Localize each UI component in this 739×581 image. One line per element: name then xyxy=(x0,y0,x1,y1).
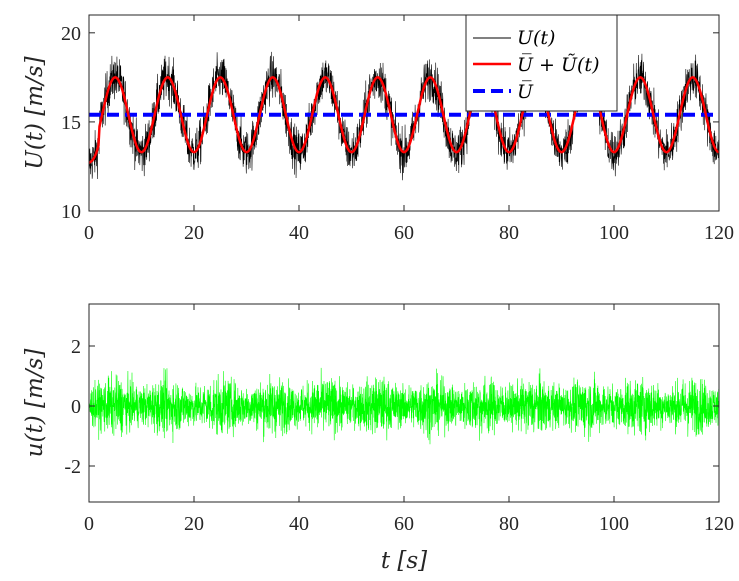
x-tick-label: 120 xyxy=(704,513,734,535)
x-tick-label: 80 xyxy=(499,222,519,244)
legend-label-mean: U̅ xyxy=(517,81,534,103)
x-tick-label: 0 xyxy=(84,222,94,244)
x-tick-label: 20 xyxy=(184,513,204,535)
legend-label-u: U(t) xyxy=(517,27,555,49)
y-tick-label: 10 xyxy=(61,201,81,223)
y-tick-label: 0 xyxy=(71,396,81,418)
series-fluctuation-line xyxy=(89,367,719,445)
top-y-axis-label: U(t) [m/s] xyxy=(22,56,48,169)
bottom-y-axis-label: u(t) [m/s] xyxy=(22,349,48,458)
series-mean-plus-periodic-line xyxy=(89,76,719,164)
legend: U(t) U̅ + Ũ(t) U̅ xyxy=(465,14,618,112)
bottom-plot-lines xyxy=(89,367,719,445)
bottom-x-ticks: 0 20 40 60 80 100 120 xyxy=(84,304,734,535)
legend-label-mean-plus-periodic: U̅ + Ũ(t) xyxy=(517,53,600,76)
x-tick-label: 100 xyxy=(599,222,629,244)
top-y-ticks: 10 15 20 xyxy=(61,23,719,223)
bottom-y-ticks: -2 0 2 xyxy=(64,336,719,478)
series-u-line xyxy=(89,46,719,181)
bottom-x-axis-label: t [s] xyxy=(381,548,427,574)
top-plot-lines xyxy=(89,46,719,181)
y-tick-label: -2 xyxy=(64,456,81,478)
x-tick-label: 20 xyxy=(184,222,204,244)
x-tick-label: 0 xyxy=(84,513,94,535)
x-tick-label: 60 xyxy=(394,513,414,535)
x-tick-label: 60 xyxy=(394,222,414,244)
y-tick-label: 2 xyxy=(71,336,81,358)
bottom-chart: 0 20 40 60 80 100 120 -2 0 2 u(t) [m/s] t [s] xyxy=(22,303,734,574)
x-tick-label: 120 xyxy=(704,222,734,244)
x-tick-label: 100 xyxy=(599,513,629,535)
x-tick-label: 40 xyxy=(289,513,309,535)
x-tick-label: 40 xyxy=(289,222,309,244)
top-chart: 0 20 40 60 80 100 120 10 15 20 U(t) [m/s] U(t) U… xyxy=(22,14,734,244)
x-tick-label: 80 xyxy=(499,513,519,535)
y-tick-label: 15 xyxy=(61,112,81,134)
y-tick-label: 20 xyxy=(61,23,81,45)
